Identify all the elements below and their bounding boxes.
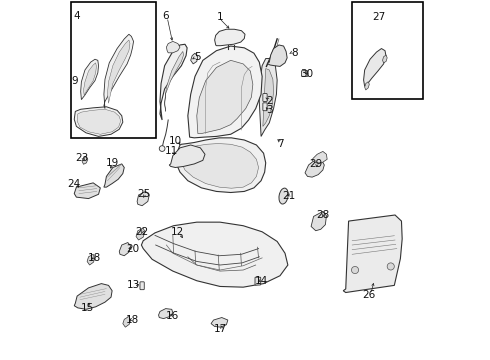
Text: 19: 19	[105, 158, 119, 168]
Polygon shape	[74, 107, 123, 136]
Circle shape	[159, 146, 165, 152]
Polygon shape	[107, 40, 130, 103]
Text: 8: 8	[291, 48, 297, 58]
Text: 18: 18	[88, 253, 101, 263]
Text: 1: 1	[217, 13, 223, 22]
Text: 23: 23	[75, 153, 88, 163]
Text: 29: 29	[309, 159, 322, 169]
Polygon shape	[77, 109, 121, 134]
Polygon shape	[169, 145, 205, 167]
Polygon shape	[82, 157, 88, 164]
Polygon shape	[383, 55, 387, 63]
Polygon shape	[259, 59, 277, 136]
Polygon shape	[159, 309, 173, 319]
Polygon shape	[191, 53, 198, 64]
Polygon shape	[197, 60, 253, 134]
Polygon shape	[176, 138, 266, 193]
Polygon shape	[142, 222, 288, 287]
Polygon shape	[104, 34, 134, 109]
Polygon shape	[311, 211, 326, 231]
FancyBboxPatch shape	[263, 94, 267, 102]
Polygon shape	[365, 82, 369, 90]
FancyBboxPatch shape	[140, 282, 144, 290]
Bar	[71, 2, 156, 138]
Text: 13: 13	[127, 280, 140, 291]
Text: 24: 24	[68, 179, 81, 189]
Polygon shape	[188, 46, 262, 138]
Text: 28: 28	[316, 210, 329, 220]
Text: 16: 16	[166, 311, 179, 321]
Ellipse shape	[279, 188, 288, 204]
Polygon shape	[160, 44, 187, 120]
Text: 7: 7	[277, 139, 283, 149]
Bar	[352, 2, 423, 99]
Text: 6: 6	[162, 12, 169, 21]
Polygon shape	[81, 59, 98, 100]
Polygon shape	[119, 243, 131, 256]
FancyBboxPatch shape	[255, 277, 261, 285]
Text: 22: 22	[135, 227, 148, 237]
Polygon shape	[305, 159, 324, 177]
Text: 11: 11	[165, 147, 178, 157]
Polygon shape	[343, 215, 402, 293]
Text: 9: 9	[72, 76, 78, 86]
Circle shape	[351, 266, 359, 274]
Text: 20: 20	[126, 244, 139, 253]
Text: 21: 21	[282, 191, 295, 201]
Text: 14: 14	[254, 276, 268, 286]
FancyBboxPatch shape	[263, 103, 267, 111]
Polygon shape	[104, 164, 124, 187]
FancyBboxPatch shape	[301, 71, 308, 76]
Text: 2: 2	[267, 96, 273, 107]
Polygon shape	[83, 63, 97, 96]
Polygon shape	[267, 45, 287, 66]
Polygon shape	[165, 51, 184, 111]
Text: 26: 26	[363, 290, 376, 300]
Polygon shape	[211, 318, 228, 327]
Text: 25: 25	[138, 189, 151, 199]
Polygon shape	[215, 29, 245, 46]
Circle shape	[387, 263, 394, 270]
Text: 5: 5	[195, 52, 201, 62]
Text: 18: 18	[126, 315, 139, 325]
Text: 10: 10	[169, 136, 182, 147]
Polygon shape	[87, 254, 95, 265]
Polygon shape	[263, 68, 273, 126]
Polygon shape	[123, 316, 131, 327]
Polygon shape	[74, 183, 100, 199]
Polygon shape	[167, 41, 180, 53]
Text: 30: 30	[300, 68, 313, 78]
Text: 3: 3	[266, 105, 272, 115]
Text: 17: 17	[214, 324, 227, 334]
Polygon shape	[74, 284, 112, 309]
Text: 12: 12	[171, 227, 184, 237]
Polygon shape	[181, 144, 259, 188]
Polygon shape	[136, 228, 145, 240]
Text: 15: 15	[80, 303, 94, 313]
Polygon shape	[364, 49, 386, 86]
Text: 4: 4	[73, 12, 80, 21]
Polygon shape	[312, 152, 327, 163]
Polygon shape	[137, 192, 149, 206]
Text: 27: 27	[372, 13, 386, 22]
